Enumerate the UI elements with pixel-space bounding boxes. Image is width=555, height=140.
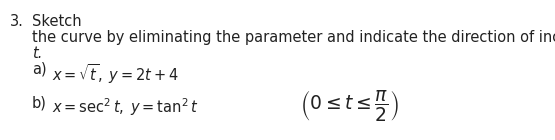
Text: $x = \sqrt{t}$$,\; y = 2t + 4$: $x = \sqrt{t}$$,\; y = 2t + 4$ — [52, 62, 179, 86]
Text: b): b) — [32, 96, 47, 111]
Text: a): a) — [32, 62, 47, 77]
Text: t.: t. — [32, 46, 42, 61]
Text: the curve by eliminating the parameter and indicate the direction of increasing: the curve by eliminating the parameter a… — [32, 30, 555, 45]
Text: 3.: 3. — [10, 14, 24, 29]
Text: $x = \sec^2 t$$,\; y = \tan^2 t$: $x = \sec^2 t$$,\; y = \tan^2 t$ — [52, 96, 199, 118]
Text: Sketch: Sketch — [32, 14, 82, 29]
Text: $\left(0 \leq t \leq \dfrac{\pi}{2}\right)$: $\left(0 \leq t \leq \dfrac{\pi}{2}\righ… — [300, 88, 398, 123]
